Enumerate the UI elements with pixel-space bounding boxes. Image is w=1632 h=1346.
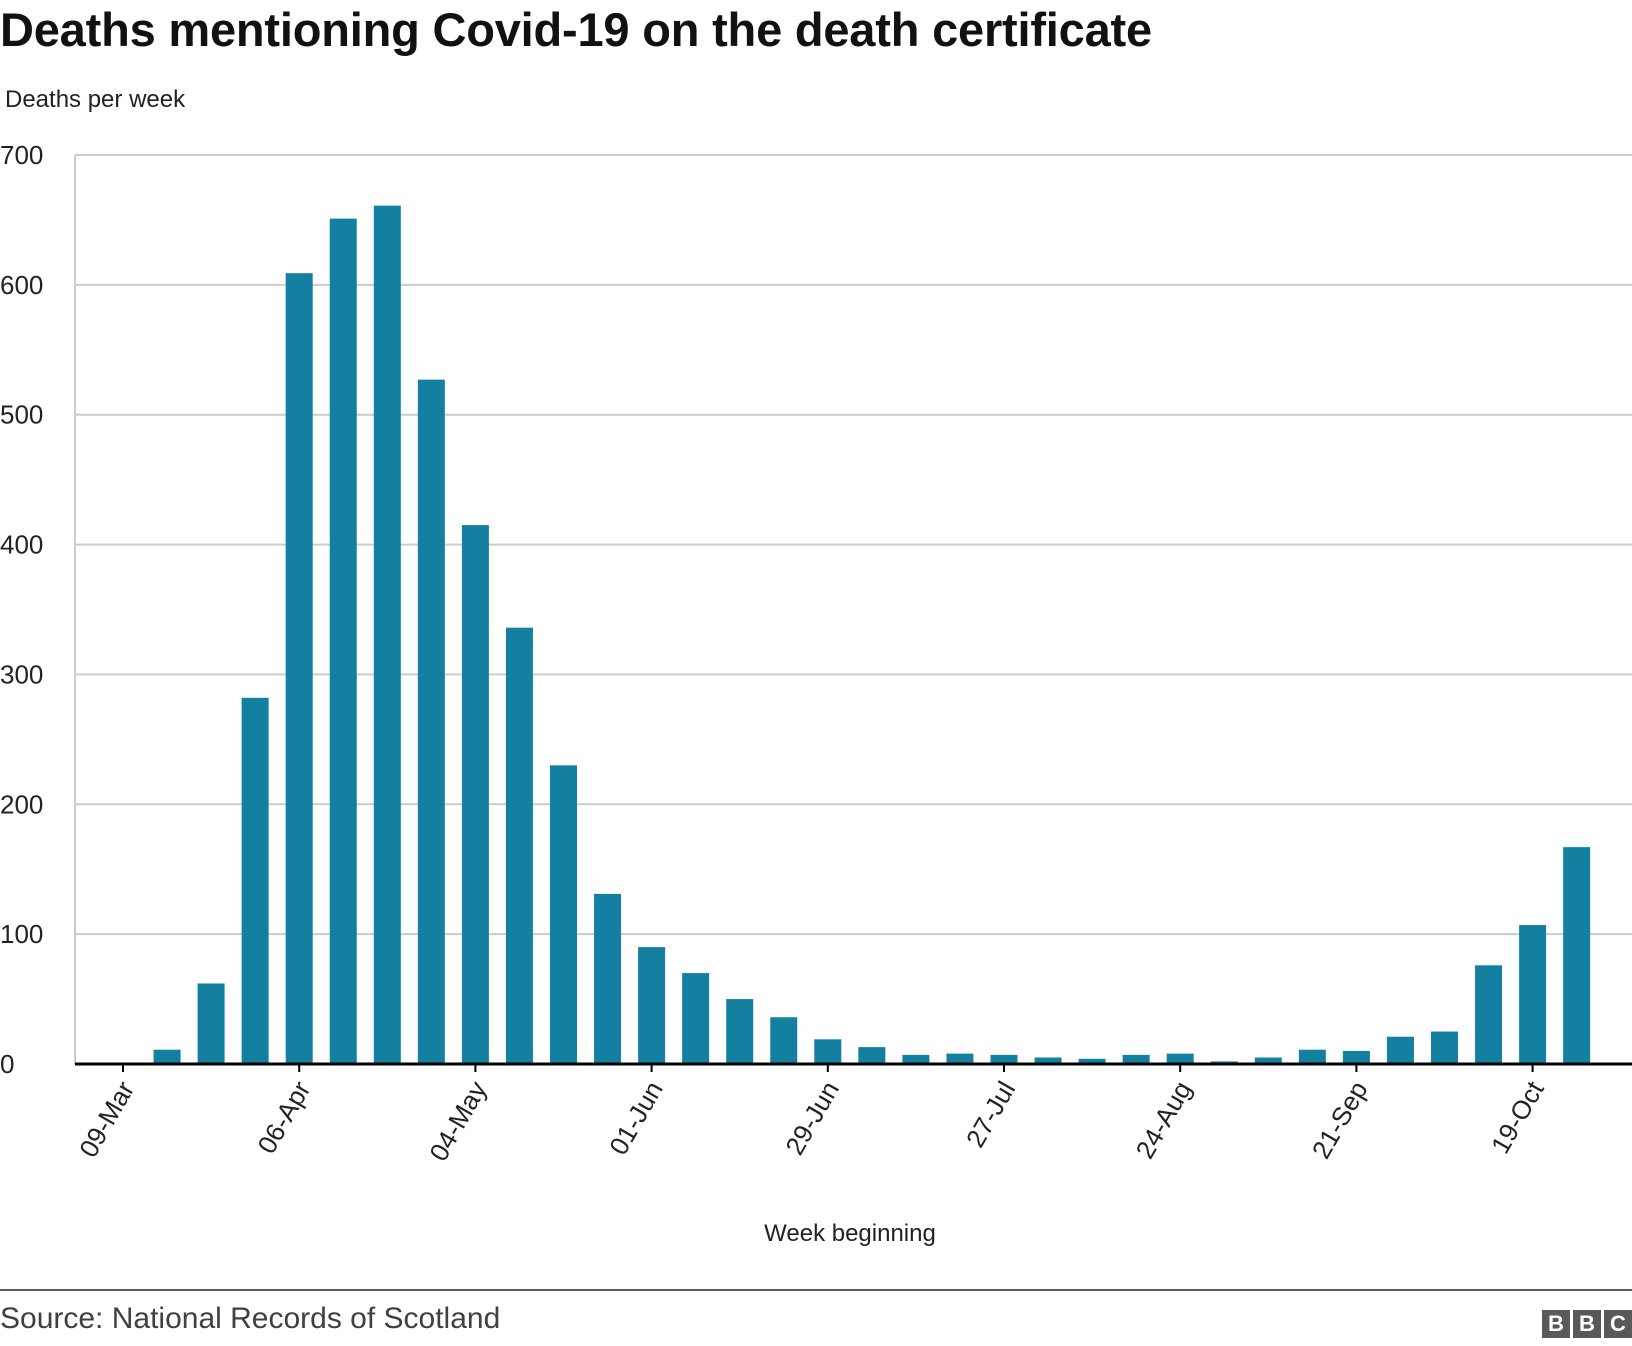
y-tick-label: 0 bbox=[0, 1049, 14, 1079]
y-tick-label: 100 bbox=[0, 919, 43, 949]
bar-06-Jul bbox=[858, 1047, 886, 1064]
bar-07-Sep bbox=[1254, 1057, 1282, 1064]
bar-05-Oct bbox=[1431, 1031, 1458, 1064]
y-tick-label: 700 bbox=[0, 140, 43, 170]
bar-08-Jun bbox=[682, 973, 710, 1064]
bar-13-Jul bbox=[902, 1054, 930, 1064]
logo-letter: C bbox=[1604, 1310, 1632, 1338]
bar-29-Jun bbox=[814, 1039, 842, 1064]
y-tick-label: 600 bbox=[0, 270, 43, 300]
bar-17-Aug bbox=[1122, 1054, 1150, 1064]
x-tick-label: 27-Jul bbox=[960, 1076, 1021, 1152]
y-tick-labels: 0 100 200 300 400 500 600 700 bbox=[0, 140, 43, 1079]
bar-chart: 0 100 200 300 400 500 600 700 09-Mar 06-Apr 04-Ma… bbox=[0, 140, 1632, 1247]
y-tick-label: 200 bbox=[0, 789, 43, 819]
bar-16-Mar bbox=[153, 1049, 181, 1064]
bar-20-Apr bbox=[373, 205, 401, 1064]
y-tick-label: 500 bbox=[0, 400, 43, 430]
bar-25-May bbox=[594, 893, 622, 1064]
x-tick-label: 06-Apr bbox=[251, 1076, 316, 1159]
bar-23-Mar bbox=[197, 983, 225, 1064]
x-tick-label: 04-May bbox=[423, 1076, 492, 1166]
x-axis-label: Week beginning bbox=[764, 1220, 936, 1247]
y-axis-label: Deaths per week bbox=[5, 86, 186, 113]
bar-19-Oct bbox=[1519, 925, 1547, 1064]
x-tick-label: 21-Sep bbox=[1306, 1076, 1374, 1164]
bar-03-Aug bbox=[1034, 1057, 1062, 1064]
source-text: Source: National Records of Scotland bbox=[0, 1302, 501, 1335]
bar-22-Jun bbox=[770, 1017, 798, 1064]
bar-18-May bbox=[550, 765, 577, 1064]
logo-letter: B bbox=[1573, 1310, 1601, 1338]
bar-20-Jul bbox=[946, 1053, 974, 1064]
bar-15-Jun bbox=[726, 999, 754, 1064]
bar-12-Oct bbox=[1475, 965, 1503, 1064]
bar-24-Aug bbox=[1166, 1053, 1194, 1064]
bbc-logo: B B C bbox=[1542, 1310, 1632, 1338]
bar-27-Apr bbox=[417, 379, 445, 1065]
bar-26-Oct bbox=[1563, 847, 1591, 1064]
bar-06-Apr bbox=[285, 273, 313, 1064]
bar-28-Sep bbox=[1386, 1036, 1414, 1064]
x-tick-label: 09-Mar bbox=[73, 1076, 140, 1163]
footer-divider bbox=[0, 1289, 1632, 1291]
bar-04-May bbox=[461, 525, 489, 1064]
x-tick-label: 01-Jun bbox=[603, 1076, 669, 1160]
x-tick-label: 19-Oct bbox=[1485, 1075, 1550, 1158]
bars bbox=[153, 205, 1591, 1065]
bar-14-Sep bbox=[1298, 1049, 1326, 1064]
bar-27-Jul bbox=[990, 1054, 1018, 1064]
bar-30-Mar bbox=[241, 697, 269, 1064]
x-tick-label: 24-Aug bbox=[1129, 1076, 1197, 1164]
x-tick-label: 29-Jun bbox=[779, 1076, 845, 1160]
y-tick-label: 400 bbox=[0, 530, 43, 560]
bar-21-Sep bbox=[1342, 1051, 1370, 1064]
bar-13-Apr bbox=[329, 218, 357, 1064]
logo-letter: B bbox=[1542, 1310, 1570, 1338]
chart-title: Deaths mentioning Covid-19 on the death … bbox=[0, 3, 1152, 56]
x-tick-labels: 09-Mar 06-Apr 04-May 01-Jun 29-Jun 27-Jul 24-A… bbox=[73, 1064, 1550, 1166]
bar-10-Aug bbox=[1078, 1058, 1106, 1064]
bar-11-May bbox=[505, 627, 533, 1064]
y-tick-label: 300 bbox=[0, 659, 43, 689]
bar-01-Jun bbox=[638, 947, 666, 1064]
